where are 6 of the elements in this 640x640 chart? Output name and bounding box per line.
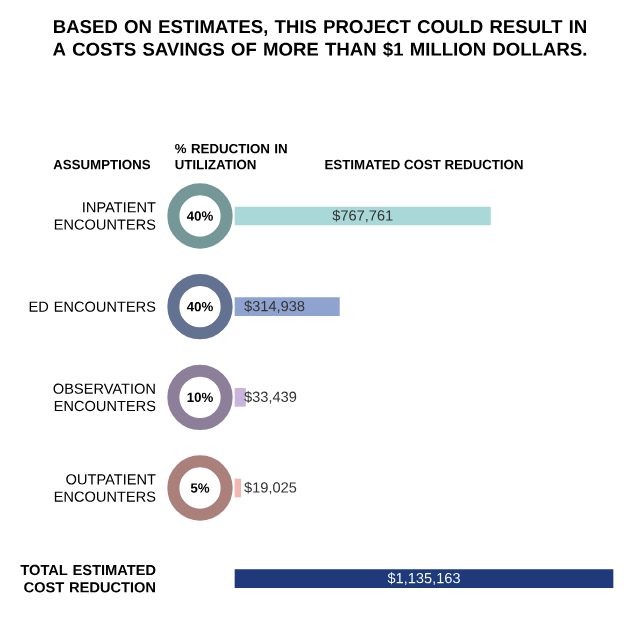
bar <box>234 478 242 498</box>
bar <box>234 206 491 226</box>
chart-title: BASED ON ESTIMATES, THIS PROJECT COULD RESULT IN A COSTS SAVINGS OF MORE THAN $1 MILLION DOLLARS. <box>53 20 587 57</box>
bar <box>234 388 246 407</box>
bar <box>234 569 614 589</box>
bar <box>234 297 340 317</box>
